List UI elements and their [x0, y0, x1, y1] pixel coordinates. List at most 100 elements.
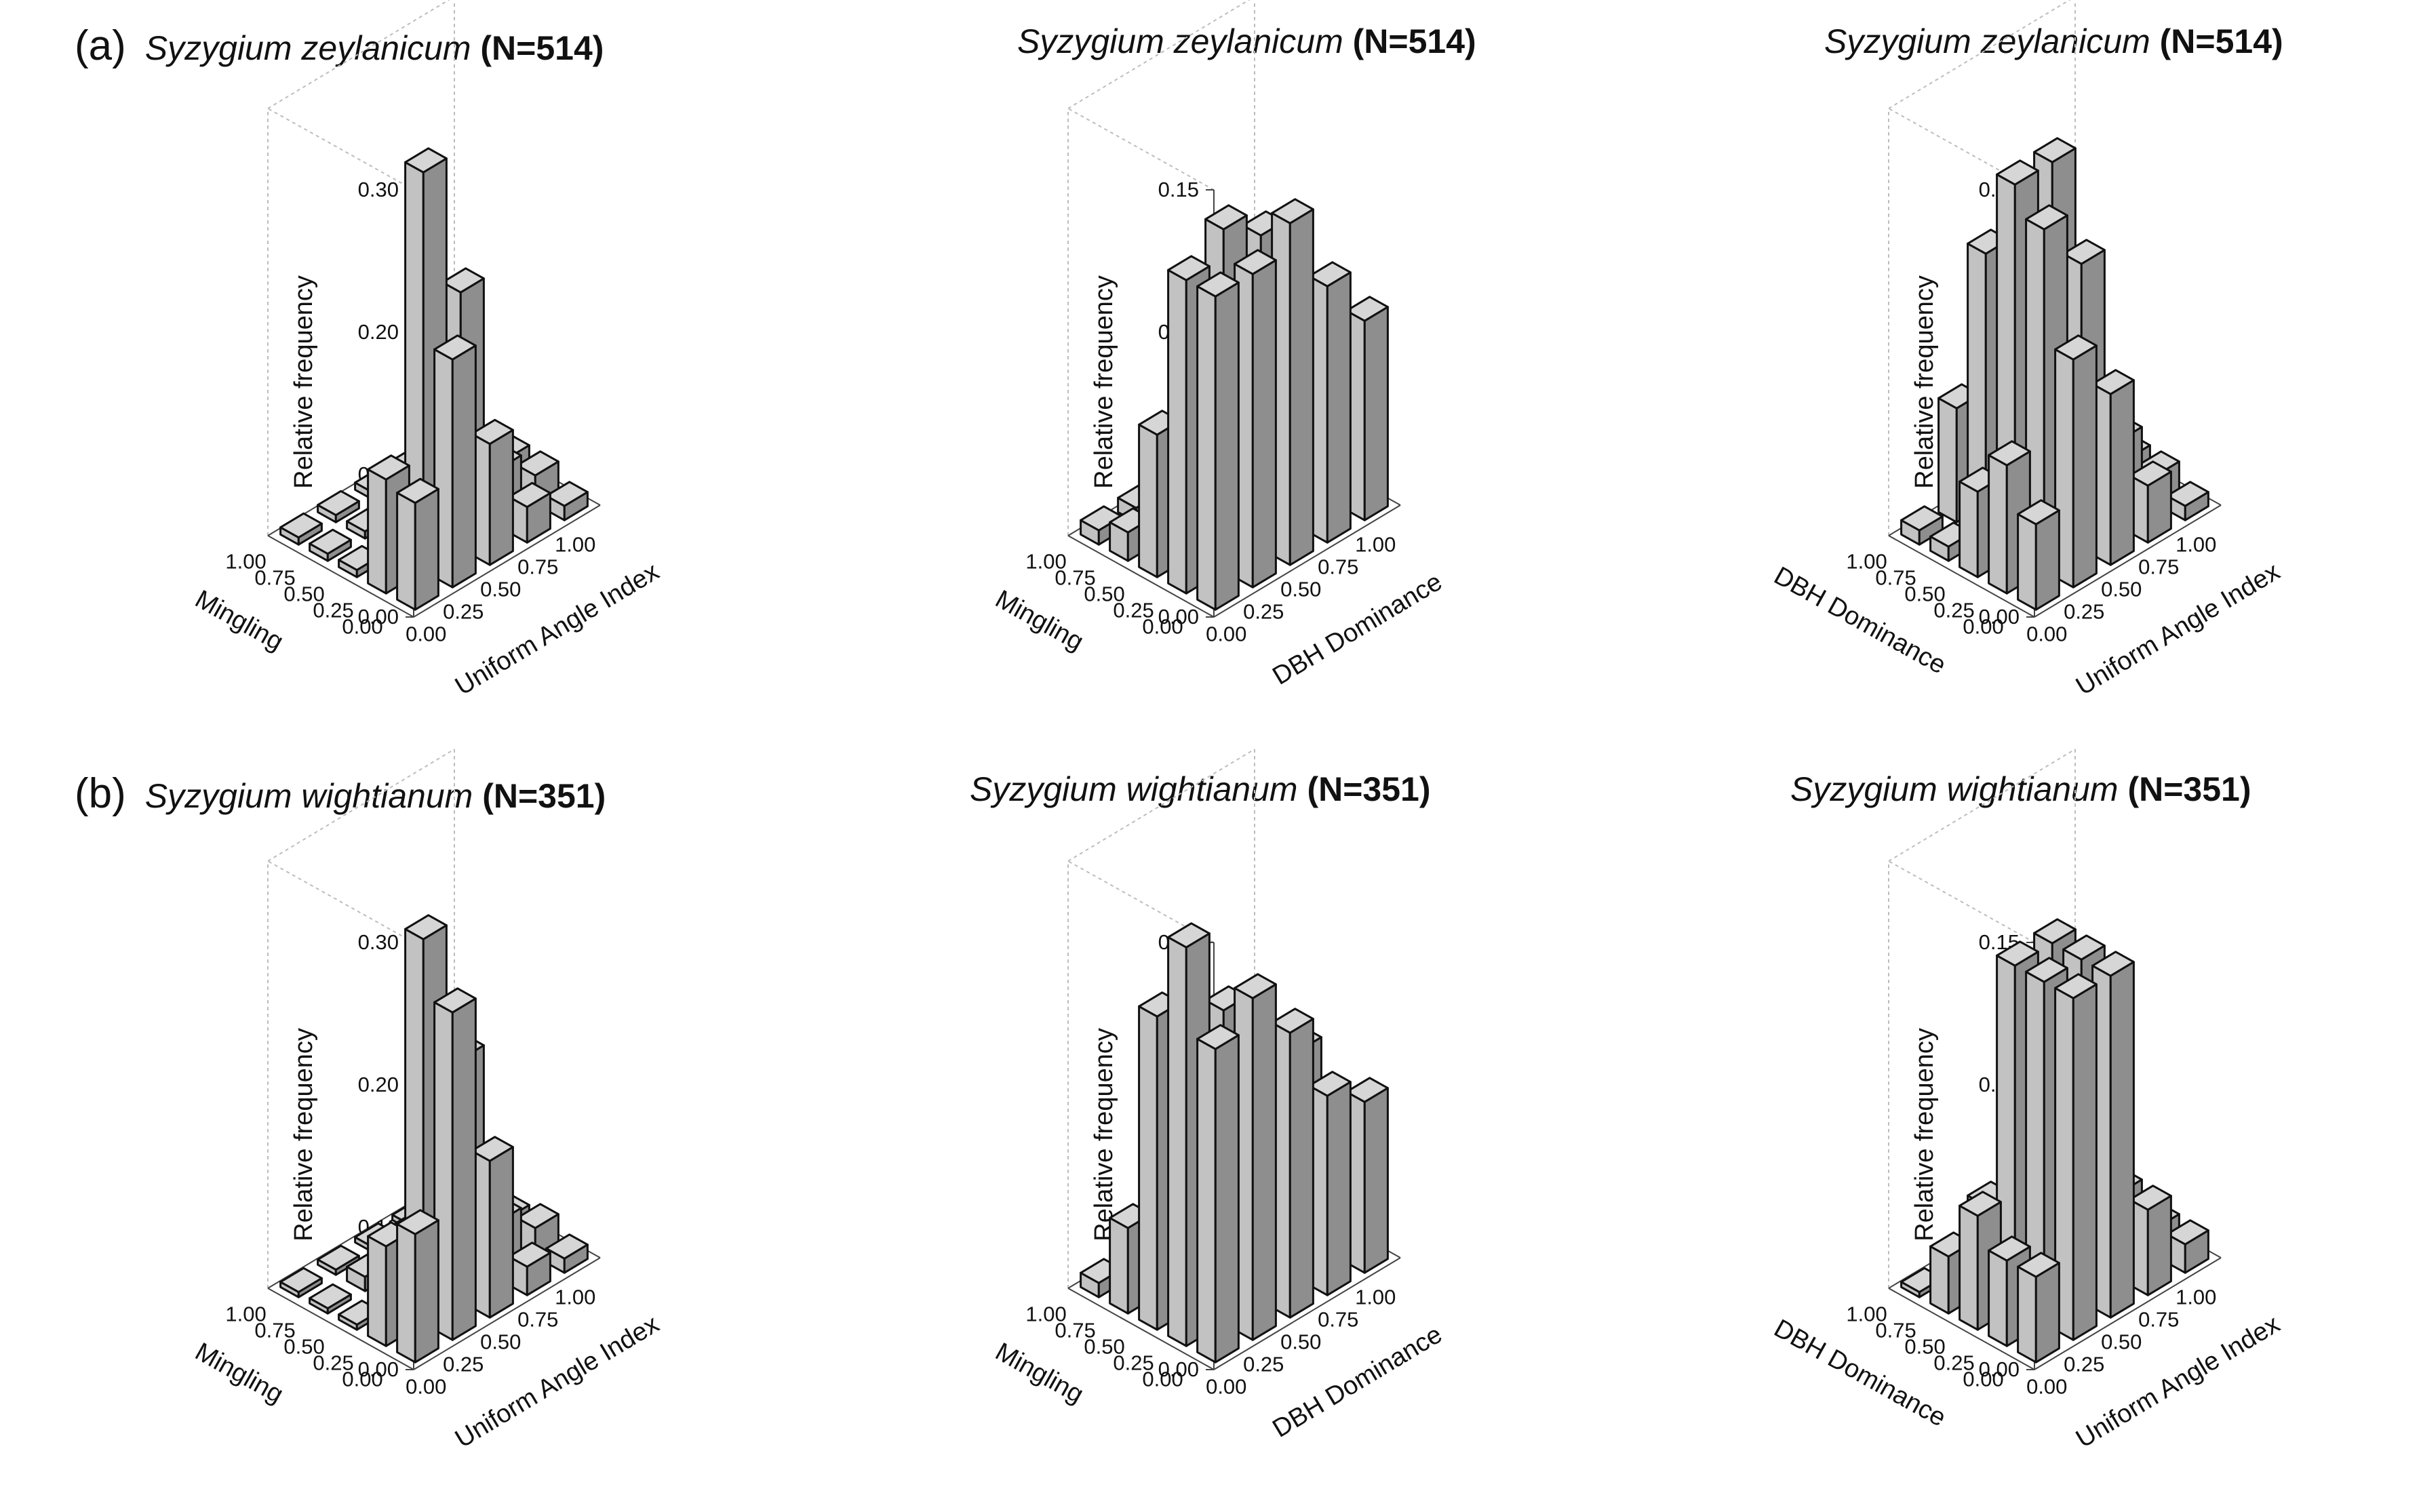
x-tick-label: 0.50 [1280, 578, 1321, 601]
bar [471, 1136, 514, 1319]
bar [1271, 1008, 1314, 1319]
y-tick-label: 0.75 [1875, 1318, 1916, 1342]
x-tick-label: 0.75 [2138, 555, 2179, 579]
bar [1271, 198, 1314, 566]
y-tick-label: 0.25 [313, 598, 353, 622]
y-tick-label: 0.25 [1933, 598, 1974, 622]
bar [2054, 334, 2098, 589]
bars [279, 147, 589, 611]
y-tick-label: 0.00 [342, 614, 382, 638]
y-tick-label: 0.75 [1875, 565, 1916, 589]
species-name: Syzygium wightianum [1790, 770, 2119, 808]
y-tick-label: 0.50 [1084, 582, 1124, 605]
y-tick-label: 0.50 [1084, 1334, 1124, 1358]
y-tick-label: 1.00 [1025, 1302, 1066, 1326]
z-tick-label: 0.20 [358, 320, 399, 344]
z-tick-label: 0.30 [358, 178, 399, 201]
bar [2017, 1252, 2060, 1364]
y-tick-label: 1.00 [225, 1302, 266, 1326]
y-axis-label: Mingling [991, 585, 1088, 657]
y-axis-label: Mingling [991, 1338, 1088, 1410]
x-tick-label: 1.00 [1355, 533, 1396, 557]
y-tick-label: 0.25 [1113, 1351, 1154, 1374]
x-tick-label: 0.00 [1206, 1375, 1246, 1399]
x-tick-label: 1.00 [555, 1286, 595, 1309]
sample-size: (N=351) [1307, 770, 1431, 808]
y-tick-label: 0.00 [342, 1367, 382, 1391]
panel-a1-title: (a) Syzygium zeylanicum (N=514) [75, 22, 604, 70]
panel-b1: (b)Syzygium wightianum (N=351) 0.000.100… [0, 749, 807, 1512]
z-tick-label: 0.00 [1158, 1357, 1199, 1381]
y-tick-label: 0.25 [1933, 1351, 1974, 1374]
x-tick-label: 1.00 [1355, 1286, 1396, 1309]
sample-size: (N=514) [1352, 22, 1476, 60]
bar [2129, 460, 2172, 544]
bar [545, 481, 589, 521]
x-tick-label: 0.25 [2064, 1353, 2104, 1376]
species-name: Syzygium zeylanicum [1824, 22, 2150, 60]
y-tick-label: 0.00 [1142, 1367, 1183, 1391]
bars [1900, 137, 2209, 611]
bars [1900, 918, 2209, 1364]
bar [2054, 973, 2098, 1341]
bar [433, 334, 477, 589]
z-axis-label: Relative frequency [1090, 275, 1118, 489]
bar [2091, 951, 2135, 1319]
x-tick-label: 0.75 [1318, 555, 1358, 579]
panel-b3-title: Syzygium wightianum (N=351) [1790, 770, 2251, 809]
z-tick-label: 0.20 [358, 1073, 399, 1096]
sample-size: (N=514) [480, 29, 604, 67]
y-axis-label: Mingling [191, 1338, 288, 1410]
y-axis-label: DBH Dominance [1769, 561, 1951, 680]
y-tick-label: 0.00 [1963, 614, 2003, 638]
x-tick-label: 0.75 [517, 555, 558, 579]
y-tick-label: 0.50 [1904, 582, 1945, 605]
y-tick-label: 0.75 [1055, 565, 1095, 589]
bars [1080, 922, 1389, 1364]
species-name: Syzygium wightianum [970, 770, 1298, 808]
x-tick-label: 0.00 [2026, 1375, 2067, 1399]
x-tick-label: 0.25 [443, 600, 484, 624]
x-tick-label: 0.25 [2064, 600, 2104, 624]
x-tick-label: 0.50 [480, 1330, 521, 1354]
z-tick-label: 0.00 [358, 1357, 399, 1381]
bar [1308, 1071, 1352, 1296]
y-tick-label: 1.00 [225, 549, 266, 573]
species-name: Syzygium zeylanicum [144, 29, 471, 67]
bar [309, 528, 352, 562]
y-axis-label: DBH Dominance [1769, 1314, 1951, 1433]
x-tick-label: 1.00 [2176, 533, 2216, 557]
y-tick-label: 0.75 [254, 565, 295, 589]
row-label-b: (b) [75, 770, 126, 817]
z-tick-label: 0.00 [358, 605, 399, 629]
x-tick-label: 1.00 [555, 533, 595, 557]
x-tick-label: 0.50 [2101, 1330, 2142, 1354]
y-tick-label: 0.75 [254, 1318, 295, 1342]
y-tick-label: 0.75 [1055, 1318, 1095, 1342]
bar [2129, 1185, 2172, 1296]
bar [279, 512, 323, 546]
z-axis-label: Relative frequency [1910, 1028, 1939, 1241]
y-axis-label: Mingling [191, 585, 288, 657]
y-tick-label: 1.00 [1025, 549, 1066, 573]
z-axis-label: Relative frequency [290, 275, 318, 489]
x-tick-label: 0.25 [1243, 600, 1284, 624]
x-tick-label: 0.75 [517, 1308, 558, 1332]
z-tick-label: 0.30 [358, 930, 399, 954]
y-tick-label: 0.50 [283, 1334, 324, 1358]
bar [396, 1209, 439, 1364]
y-tick-label: 1.00 [1846, 549, 1887, 573]
bars [279, 914, 589, 1364]
panel-b3: Syzygium wightianum (N=351) 0.000.050.10… [1614, 749, 2421, 1512]
bar [1196, 1024, 1240, 1364]
bar [1308, 261, 1352, 544]
bar [2017, 499, 2060, 611]
bar [309, 1283, 352, 1315]
panel-b1-title: (b) Syzygium wightianum (N=351) [75, 770, 606, 818]
bar [1196, 271, 1240, 611]
